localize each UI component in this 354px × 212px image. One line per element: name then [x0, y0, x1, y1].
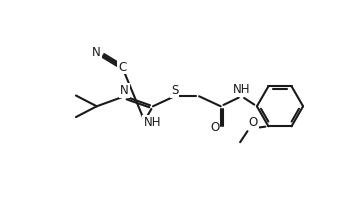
Text: NH: NH [233, 83, 250, 96]
Text: N: N [92, 46, 101, 59]
Text: NH: NH [143, 116, 161, 129]
Text: C: C [118, 60, 126, 74]
Text: S: S [171, 84, 178, 97]
Text: O: O [210, 121, 219, 134]
Text: O: O [249, 116, 258, 129]
Text: N: N [120, 84, 129, 97]
